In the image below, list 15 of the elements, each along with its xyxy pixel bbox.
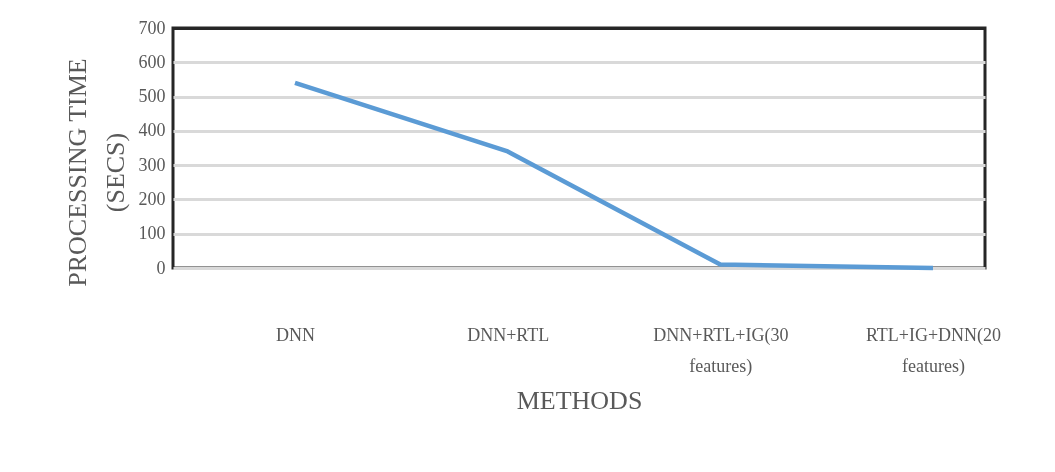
y-tick-label: 300 — [138, 154, 166, 175]
y-tick-label: 100 — [138, 223, 166, 244]
x-tick-label: DNN — [276, 324, 315, 345]
x-tick-label: DNN+RTL — [467, 324, 550, 345]
y-tick-label: 700 — [138, 17, 166, 38]
x-tick-label: RTL+IG+DNN(20 features) — [865, 324, 1002, 377]
y-tick-label: 400 — [138, 120, 166, 141]
y-axis-title: PROCESSING TIME (SECS) — [62, 58, 130, 287]
y-tick-label: 0 — [156, 257, 166, 278]
y-tick-label: 200 — [138, 188, 166, 209]
x-axis-title: METHODS — [516, 385, 643, 415]
y-tick-label: 600 — [138, 51, 166, 72]
x-tick-label: DNN+RTL+IG(30 features) — [653, 324, 789, 377]
y-tick-label: 500 — [138, 86, 166, 107]
line-series — [292, 80, 936, 271]
